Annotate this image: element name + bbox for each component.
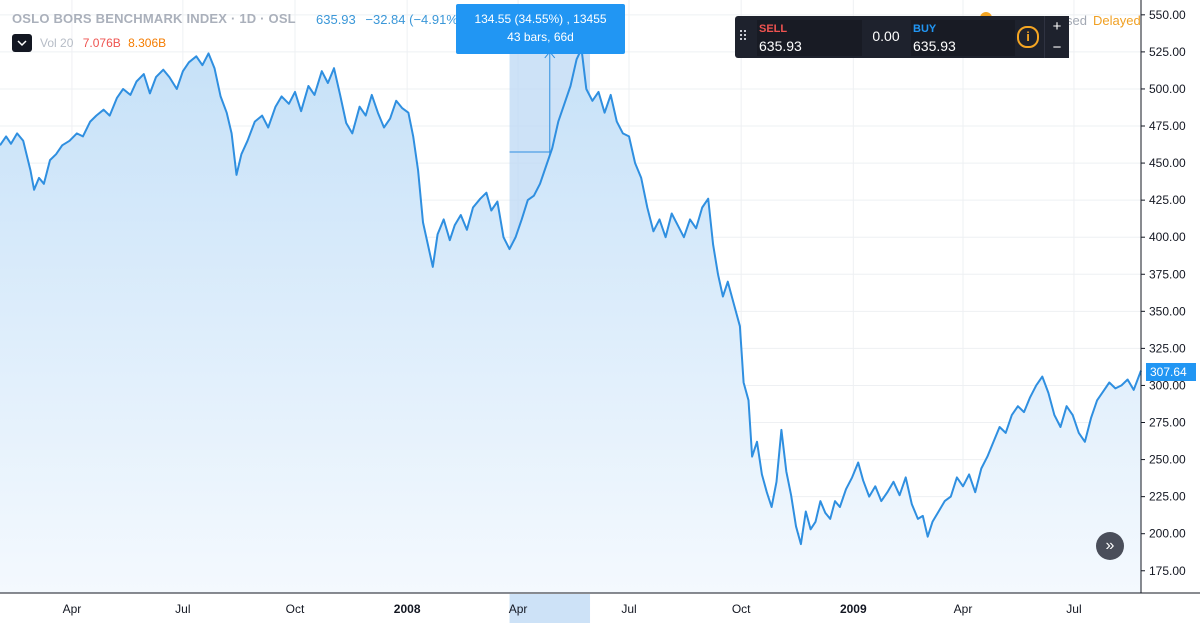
x-tick-label: Apr (509, 602, 528, 616)
x-tick-label: Apr (63, 602, 82, 616)
last-price: 635.93 (316, 12, 356, 27)
y-tick-label: 175.00 (1149, 564, 1186, 578)
y-tick-label: 450.00 (1149, 156, 1186, 170)
y-tick-label: 550.00 (1149, 8, 1186, 22)
y-tick-label: 400.00 (1149, 230, 1186, 244)
price-area (0, 47, 1142, 593)
y-tick-label: 500.00 (1149, 82, 1186, 96)
y-tick-label: 475.00 (1149, 119, 1186, 133)
y-tick-label: 525.00 (1149, 45, 1186, 59)
x-tick-label: 2009 (840, 602, 867, 616)
y-tick-label: 375.00 (1149, 267, 1186, 281)
price-change: −32.84 (−4.91%) (365, 12, 463, 27)
x-tick-label: 2008 (394, 602, 421, 616)
measure-change: 134.55 (34.55%) , 13455 (474, 12, 607, 26)
x-tick-label: Jul (621, 602, 636, 616)
zoom-in-button[interactable]: + (1052, 18, 1062, 35)
x-tick-label: Apr (954, 602, 973, 616)
symbol-title[interactable]: OSLO BORS BENCHMARK INDEX · 1D · OSL (12, 11, 296, 26)
volume-value-b: 8.306B (128, 36, 167, 50)
scroll-to-realtime-button[interactable]: » (1096, 532, 1124, 560)
info-icon[interactable]: i (1017, 26, 1039, 48)
sell-button[interactable]: SELL 635.93 (757, 20, 862, 56)
drag-handle-icon[interactable] (739, 28, 747, 46)
price-line (0, 47, 1142, 546)
y-tick-label: 350.00 (1149, 304, 1186, 318)
x-tick-label: Oct (286, 602, 305, 616)
delayed-label[interactable]: Delayed (1093, 13, 1141, 28)
chevron-down-icon (17, 40, 27, 47)
last-price-tag: 307.64 (1146, 363, 1196, 381)
y-tick-label: 200.00 (1149, 527, 1186, 541)
market-closed-label: sed (1066, 13, 1087, 28)
x-tick-label: Jul (175, 602, 190, 616)
y-tick-label: 225.00 (1149, 490, 1186, 504)
buy-label: BUY (913, 23, 937, 35)
x-tick-label: Jul (1066, 602, 1081, 616)
sell-label: SELL (759, 23, 788, 35)
legend-values: 635.93 −32.84 (−4.91%) (316, 12, 468, 27)
buy-value: 635.93 (913, 38, 956, 54)
measure-tooltip: 134.55 (34.55%) , 13455 43 bars, 66d (456, 4, 625, 54)
y-tick-label: 275.00 (1149, 416, 1186, 430)
zoom-controls: + − (1044, 16, 1069, 58)
y-tick-label: 325.00 (1149, 341, 1186, 355)
buy-button[interactable]: BUY 635.93 (911, 20, 1015, 56)
y-tick-label: 300.00 (1149, 378, 1186, 392)
y-tick-label: 425.00 (1149, 193, 1186, 207)
collapse-legend-button[interactable] (12, 34, 32, 52)
sell-value: 635.93 (759, 38, 802, 54)
x-tick-label: Oct (732, 602, 751, 616)
price-area-fill (0, 48, 1141, 593)
zoom-out-button[interactable]: − (1052, 39, 1062, 56)
spread-value: 0.00 (872, 28, 900, 44)
trade-panel: SELL 635.93 0.00 BUY 635.93 i (735, 16, 1068, 58)
measure-bars: 43 bars, 66d (507, 30, 574, 44)
volume-legend: Vol 20 7.076B 8.306B (40, 36, 166, 50)
volume-value-a: 7.076B (82, 36, 121, 50)
volume-label: Vol 20 (40, 36, 74, 50)
y-tick-label: 250.00 (1149, 453, 1186, 467)
measure-x-range-highlight (509, 594, 591, 623)
